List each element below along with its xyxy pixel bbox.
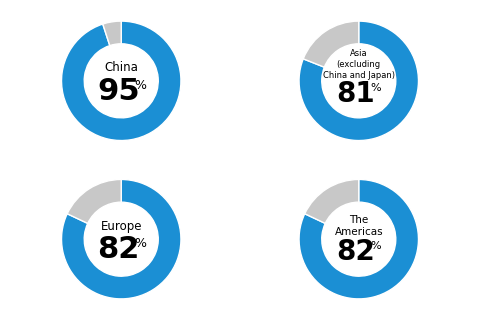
Text: 95: 95 <box>97 77 140 106</box>
Text: 82: 82 <box>97 236 139 264</box>
Wedge shape <box>305 180 359 223</box>
Wedge shape <box>67 180 121 223</box>
Wedge shape <box>303 21 359 67</box>
Text: 81: 81 <box>336 80 375 108</box>
Text: Europe: Europe <box>100 220 142 233</box>
Text: %: % <box>134 78 146 92</box>
Text: %: % <box>370 241 381 251</box>
Wedge shape <box>61 180 181 299</box>
Wedge shape <box>299 21 419 140</box>
Text: 82: 82 <box>336 238 375 266</box>
Wedge shape <box>299 180 419 299</box>
Text: %: % <box>134 237 146 250</box>
Text: China: China <box>104 61 138 74</box>
Wedge shape <box>61 21 181 140</box>
Wedge shape <box>103 21 121 46</box>
Text: The
Americas: The Americas <box>335 215 383 237</box>
Text: %: % <box>370 83 381 93</box>
Text: Asia
(excluding
China and Japan): Asia (excluding China and Japan) <box>323 49 395 80</box>
